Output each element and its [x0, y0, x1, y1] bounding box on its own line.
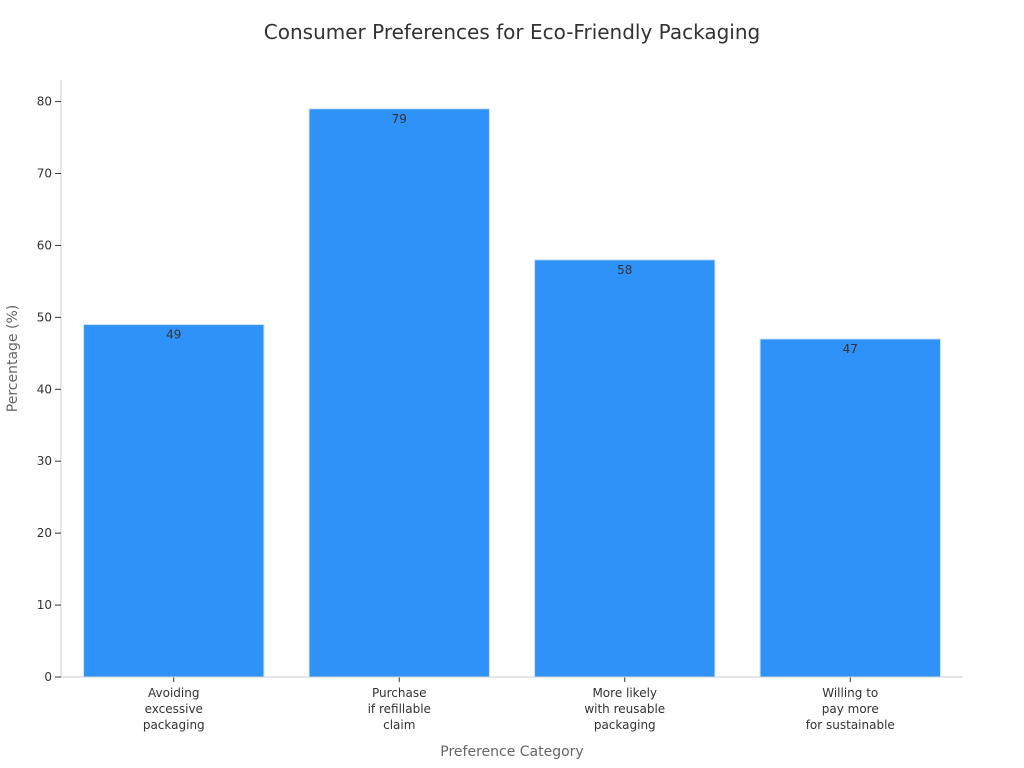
labels-layer: 49 Avoiding excessive packaging 79 Purchase if… [5, 95, 895, 760]
y-tick-label-0: 0 [44, 670, 52, 684]
data-label-4: 47 [843, 342, 858, 356]
data-label-3: 58 [617, 263, 632, 277]
x-tick-label-line: packaging [143, 718, 205, 732]
x-tick-label-line: Avoiding [148, 686, 199, 700]
x-tick-label-line: More likely [592, 686, 657, 700]
x-tick-label-2: Purchase if refillable claim [368, 686, 431, 732]
x-tick-label-line: pay more [822, 702, 879, 716]
axes-layer [55, 80, 963, 682]
y-tick-label-20: 20 [37, 526, 52, 540]
bar-1 [83, 324, 265, 678]
x-axis-title: Preference Category [440, 744, 583, 760]
y-tick-label-60: 60 [37, 238, 52, 252]
bar-3 [534, 259, 716, 678]
x-tick-label-line: if refillable [368, 702, 431, 716]
y-tick-label-80: 80 [37, 95, 52, 109]
bar-2 [308, 108, 490, 678]
bars-layer [83, 108, 941, 678]
x-tick-label-line: with reusable [584, 702, 665, 716]
y-axis-title: Percentage (%) [5, 305, 21, 412]
x-tick-label-line: Willing to [822, 686, 878, 700]
data-label-2: 79 [392, 112, 407, 126]
y-tick-label-10: 10 [37, 598, 52, 612]
x-tick-label-1: Avoiding excessive packaging [143, 686, 205, 732]
bar-4 [759, 338, 941, 678]
x-tick-label-line: for sustainable [806, 718, 895, 732]
y-tick-label-40: 40 [37, 382, 52, 396]
chart-title: Consumer Preferences for Eco-Friendly Pa… [263, 20, 761, 44]
data-label-1: 49 [166, 328, 181, 342]
x-tick-label-3: More likely with reusable packaging [584, 686, 665, 732]
y-tick-label-30: 30 [37, 454, 52, 468]
x-tick-label-4: Willing to pay more for sustainable [806, 686, 895, 732]
x-tick-label-line: packaging [594, 718, 656, 732]
y-tick-label-70: 70 [37, 167, 52, 181]
x-tick-label-line: claim [383, 718, 415, 732]
x-tick-label-line: Purchase [372, 686, 427, 700]
y-tick-label-50: 50 [37, 310, 52, 324]
x-tick-label-line: excessive [145, 702, 203, 716]
